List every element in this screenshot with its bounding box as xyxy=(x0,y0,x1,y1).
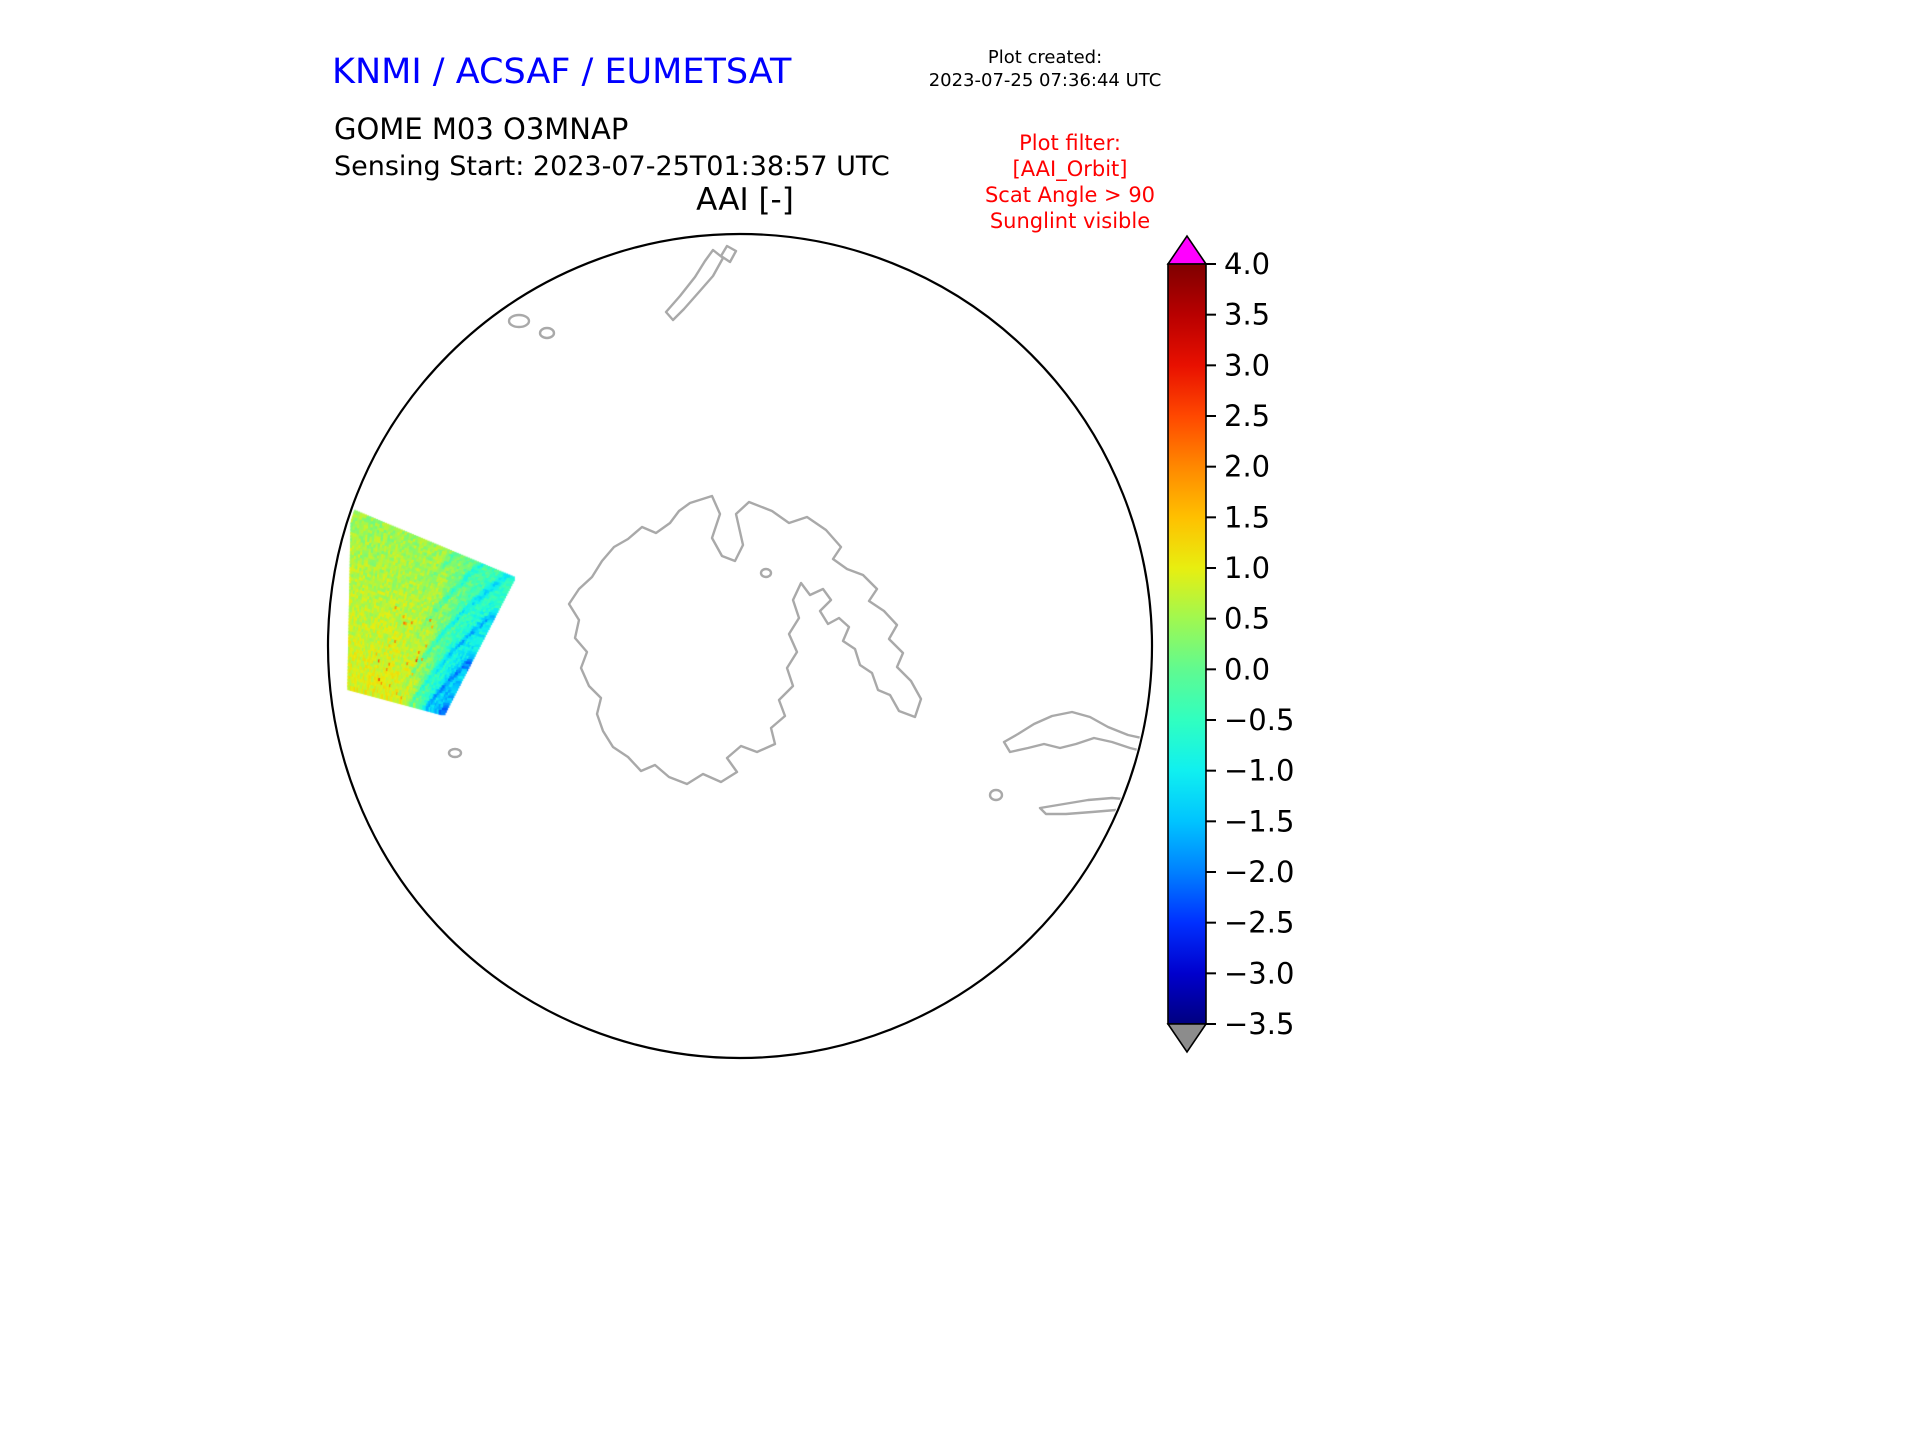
sensing-start: Sensing Start: 2023-07-25T01:38:57 UTC xyxy=(334,151,890,182)
plot-created-value: 2023-07-25 07:36:44 UTC xyxy=(928,70,1162,91)
colorbar-tick-label: −3.5 xyxy=(1224,1007,1294,1041)
plot-created-label: Plot created: xyxy=(987,47,1103,68)
plot-filter-block: Plot filter: [AAI_Orbit] Scat Angle > 90… xyxy=(955,130,1185,234)
colorbar-tick-label: 3.0 xyxy=(1224,348,1270,382)
agency-title: KNMI / ACSAF / EUMETSAT xyxy=(332,52,792,92)
colorbar-tick-label: −2.5 xyxy=(1224,906,1294,940)
plot-filter-line: Scat Angle > 90 xyxy=(984,183,1156,207)
plot-created-block: Plot created: 2023-07-25 07:36:44 UTC xyxy=(925,46,1165,92)
plot-title: AAI [-] xyxy=(696,182,794,218)
colorbar-tick-label: −1.5 xyxy=(1224,804,1294,838)
colorbar-ticks: 4.0 3.5 3.0 2.5 2.0 1.5 1.0 0.5 0.0 −0.5 −1.0 −1.5 −… xyxy=(1206,247,1294,1041)
colorbar-under-arrow xyxy=(1166,1023,1208,1054)
coast-right-3 xyxy=(1094,834,1150,886)
colorbar-tick-label: −1.0 xyxy=(1224,754,1294,788)
colorbar-gradient-bar xyxy=(1167,263,1207,1025)
colorbar-tick-label: 2.5 xyxy=(1224,399,1270,433)
plot-filter-line: Sunglint visible xyxy=(989,209,1151,233)
colorbar-tick-label: 1.0 xyxy=(1224,551,1270,585)
colorbar-tick-label: 4.0 xyxy=(1224,247,1270,281)
colorbar-tick-label: 0.0 xyxy=(1224,652,1270,686)
colorbar: 4.0 3.5 3.0 2.5 2.0 1.5 1.0 0.5 0.0 −0.5 −1.0 −1.5 −… xyxy=(1166,234,1294,1054)
colorbar-tick-label: 2.0 xyxy=(1224,450,1270,484)
colorbar-tick-label: −2.0 xyxy=(1224,855,1294,889)
colorbar-over-arrow xyxy=(1166,234,1208,265)
colorbar-tick-label: −0.5 xyxy=(1224,703,1294,737)
colorbar-tick-label: 0.5 xyxy=(1224,602,1270,636)
colorbar-tick-label: 3.5 xyxy=(1224,298,1270,332)
plot-filter-line: Plot filter: xyxy=(1019,131,1121,155)
plot-filter-line: [AAI_Orbit] xyxy=(1012,157,1128,181)
colorbar-tick-label: 1.5 xyxy=(1224,500,1270,534)
colorbar-tick-label: −3.0 xyxy=(1224,956,1294,990)
product-title: GOME M03 O3MNAP xyxy=(334,112,629,146)
map-boundary-circle xyxy=(326,232,1154,1060)
